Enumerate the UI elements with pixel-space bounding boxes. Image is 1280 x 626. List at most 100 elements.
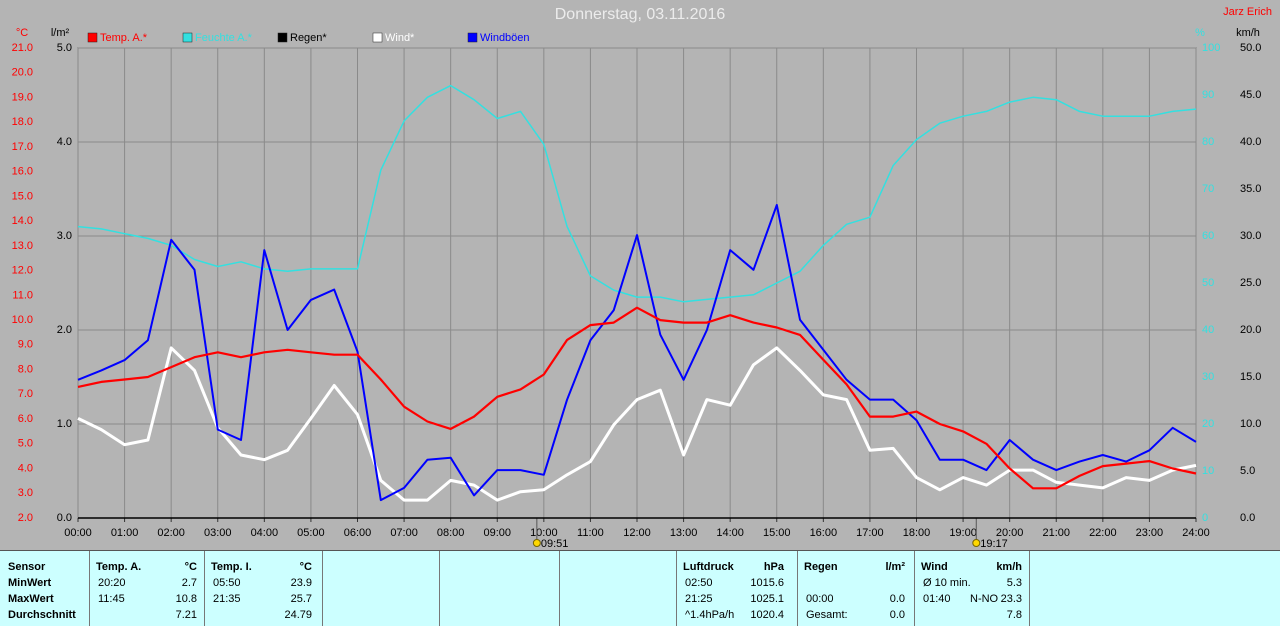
column-divider (439, 551, 440, 626)
x-tick-label: 22:00 (1089, 527, 1117, 539)
group-unit: °C (184, 561, 197, 573)
column-divider (89, 551, 90, 626)
x-tick-label: 20:00 (996, 527, 1024, 539)
row-label: MaxWert (8, 593, 54, 605)
sun-icon (532, 539, 541, 547)
sensor-header: Sensor (8, 561, 46, 573)
y-tick-label: 20.0 (1240, 324, 1261, 336)
stat-value: 24.79 (284, 609, 312, 621)
y-tick-label: 10 (1202, 465, 1214, 477)
y-tick-label: 7.0 (18, 388, 33, 400)
column-divider (914, 551, 915, 626)
x-tick-label: 13:00 (670, 527, 698, 539)
column-divider (797, 551, 798, 626)
legend-swatch (372, 32, 383, 43)
column-divider (322, 551, 323, 626)
y-tick-label: 21.0 (12, 42, 33, 54)
stat-time: 20:20 (98, 577, 126, 589)
x-tick-label: 15:00 (763, 527, 791, 539)
y-tick-label: 90 (1202, 89, 1214, 101)
x-tick-label: 01:00 (111, 527, 139, 539)
stat-time: 01:40 (923, 593, 951, 605)
y-tick-label: 13.0 (12, 240, 33, 252)
y-tick-label: 3.0 (18, 487, 33, 499)
stat-direction: N-NO (970, 593, 999, 605)
y-tick-label: 9.0 (18, 339, 33, 351)
y-tick-label: 60 (1202, 230, 1214, 242)
legend-swatch (277, 32, 288, 43)
stat-time: 21:35 (213, 593, 241, 605)
y-tick-label: 0 (1202, 512, 1208, 524)
axis-unit: l/m² (51, 27, 70, 39)
y-tick-label: 16.0 (12, 166, 33, 178)
stat-time: Gesamt: (806, 609, 848, 621)
row-label: MinWert (8, 577, 52, 589)
y-tick-label: 19.0 (12, 91, 33, 103)
x-tick-label: 18:00 (903, 527, 931, 539)
x-tick-label: 24:00 (1182, 527, 1210, 539)
x-tick-label: 07:00 (390, 527, 418, 539)
legend-swatch (87, 32, 98, 43)
x-tick-label: 04:00 (251, 527, 279, 539)
legend-label: Regen* (290, 32, 327, 44)
y-tick-label: 15.0 (12, 190, 33, 202)
stat-value: 25.7 (290, 593, 312, 605)
group-name: Luftdruck (683, 561, 734, 573)
legend-swatch (467, 32, 478, 43)
y-tick-label: 50.0 (1240, 42, 1261, 54)
y-tick-label: 4.0 (57, 136, 72, 148)
stat-value: 0.0 (889, 593, 905, 605)
stat-value: 5.3 (1006, 577, 1022, 589)
y-tick-label: 5.0 (1240, 465, 1255, 477)
y-tick-label: 17.0 (12, 141, 33, 153)
y-tick-label: 11.0 (12, 289, 33, 301)
stat-value: 0.0 (889, 609, 905, 621)
y-tick-label: 5.0 (18, 438, 33, 450)
stat-time: 05:50 (213, 577, 241, 589)
y-tick-label: 100 (1202, 42, 1220, 54)
y-tick-label: 20 (1202, 418, 1214, 430)
stat-value: 23.3 (1000, 593, 1022, 605)
y-tick-label: 20.0 (12, 67, 33, 79)
y-tick-label: 2.0 (57, 324, 72, 336)
stat-value: 23.9 (290, 577, 312, 589)
y-tick-label: 5.0 (57, 42, 72, 54)
y-tick-label: 8.0 (18, 363, 33, 375)
stat-value: 1015.6 (750, 577, 784, 589)
y-tick-label: 3.0 (57, 230, 72, 242)
x-tick-label: 23:00 (1136, 527, 1164, 539)
y-tick-label: 30.0 (1240, 230, 1261, 242)
y-tick-label: 30 (1202, 371, 1214, 383)
y-tick-label: 40 (1202, 324, 1214, 336)
series-line (77, 84, 1197, 303)
group-name: Regen (804, 561, 838, 573)
stat-time: 02:50 (685, 577, 713, 589)
x-tick-label: 19:00 (949, 527, 977, 539)
y-tick-label: 2.0 (18, 512, 33, 524)
y-tick-label: 70 (1202, 183, 1214, 195)
x-tick-label: 21:00 (1042, 527, 1070, 539)
legend-label: Feuchte A.* (195, 32, 253, 44)
y-tick-label: 12.0 (12, 265, 33, 277)
x-tick-label: 02:00 (157, 527, 185, 539)
y-tick-label: 14.0 (12, 215, 33, 227)
stat-time: ^1.4hPa/h (685, 609, 735, 621)
stat-value: 2.7 (181, 577, 197, 589)
stat-value: 7.21 (175, 609, 197, 621)
stats-table: Sensor MinWert MaxWert Durchschnitt Temp. A.… (0, 550, 1280, 626)
x-tick-label: 16:00 (810, 527, 838, 539)
y-tick-label: 40.0 (1240, 136, 1261, 148)
chart-title: Donnerstag, 03.11.2016 (555, 6, 726, 23)
group-unit: km/h (996, 561, 1022, 573)
stat-value: 1020.4 (750, 609, 784, 621)
y-tick-label: 10.0 (1240, 418, 1261, 430)
stat-time: 00:00 (806, 593, 834, 605)
stat-value: 7.8 (1006, 609, 1022, 621)
stat-time: 11:45 (98, 593, 125, 605)
stat-value: 1025.1 (750, 593, 784, 605)
y-tick-label: 45.0 (1240, 89, 1261, 101)
x-tick-label: 12:00 (623, 527, 651, 539)
y-tick-label: 4.0 (18, 462, 33, 474)
group-unit: l/m² (885, 561, 905, 573)
